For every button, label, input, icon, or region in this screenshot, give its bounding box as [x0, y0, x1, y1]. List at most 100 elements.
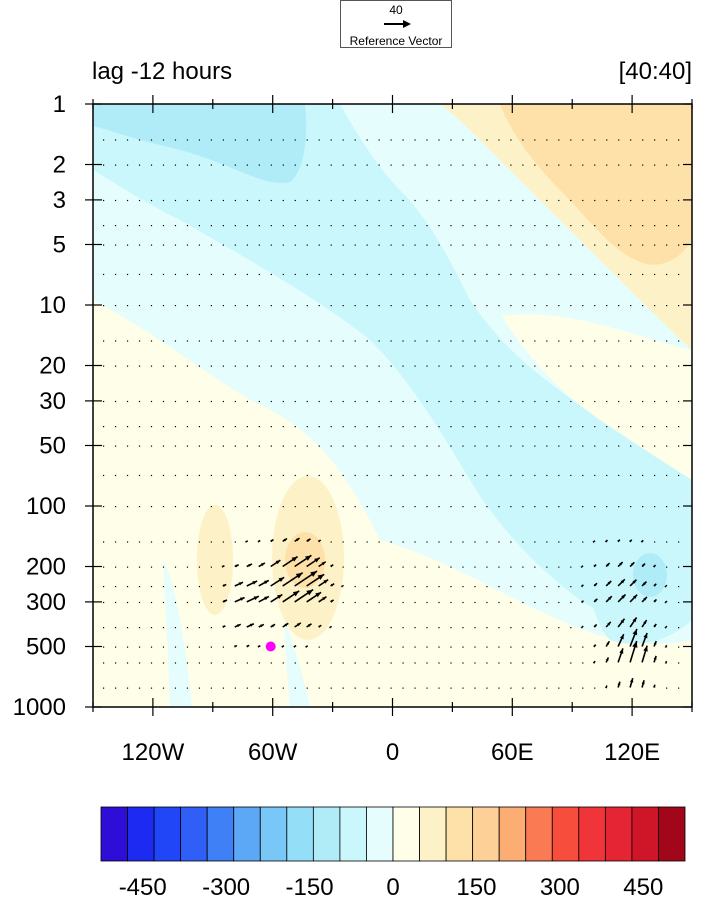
y-tick-label: 50	[39, 432, 66, 459]
vector-dot	[390, 541, 392, 543]
vector-dot	[510, 400, 512, 403]
vector-dot	[462, 541, 464, 543]
vector-dot	[582, 445, 584, 447]
vector-dot	[234, 662, 236, 664]
vector-head	[641, 680, 645, 685]
vector-dot	[546, 445, 548, 447]
vector-dot	[462, 164, 464, 166]
vector-dot	[510, 627, 512, 629]
vector-dot	[462, 506, 464, 508]
vector-dot	[510, 199, 512, 202]
vector-dot	[354, 305, 356, 307]
vector-dot	[402, 426, 404, 428]
vector-dot	[258, 662, 260, 664]
vector-dot	[378, 566, 380, 568]
vector-dot	[546, 400, 548, 403]
vector-dot	[618, 474, 620, 477]
vector-dot	[666, 426, 668, 428]
vector-dot	[366, 305, 368, 307]
vector-dot	[138, 164, 141, 166]
vector-dot	[354, 273, 356, 276]
vector-dot	[306, 273, 308, 276]
vector-dot	[174, 445, 177, 447]
vector-dot	[618, 305, 620, 307]
vector-dot	[306, 199, 308, 202]
vector-dot	[546, 199, 548, 202]
vector-dot	[594, 400, 596, 403]
vector-dot	[654, 541, 656, 543]
vector-dot	[666, 445, 668, 447]
vector-dot	[570, 445, 572, 447]
vector-head	[314, 557, 320, 563]
vector-dot	[126, 601, 129, 604]
vector-dot	[138, 445, 141, 447]
vector-dot	[210, 365, 213, 367]
vector-dot	[450, 365, 452, 367]
vector-dot	[426, 365, 428, 367]
vector-dot	[198, 662, 201, 664]
vector-dot	[150, 585, 153, 588]
vector-dot	[162, 541, 165, 543]
vector-dot	[114, 426, 117, 428]
vector-dot	[258, 506, 260, 508]
vector-dot	[570, 601, 572, 604]
vector-dot	[162, 139, 165, 141]
vector-dot	[126, 506, 129, 508]
vector-dot	[678, 474, 680, 477]
colorbar-box	[286, 806, 314, 862]
vector-dot	[510, 474, 512, 477]
vector-dot	[390, 474, 392, 477]
right-title: [40:40]	[618, 58, 692, 85]
vector-head	[321, 561, 326, 566]
vector-dot	[378, 400, 380, 403]
vector-dot	[222, 687, 224, 689]
vector-dot	[210, 646, 213, 648]
vector-dot	[294, 225, 296, 227]
vector-dot	[366, 244, 368, 246]
vector-dot	[462, 273, 464, 276]
vector-dot	[102, 474, 105, 477]
vector-dot	[330, 340, 332, 342]
vector-dot	[354, 474, 356, 477]
vector-dot	[366, 400, 368, 403]
vector-dot	[198, 445, 201, 447]
vector-dot	[438, 305, 440, 307]
vector-dot	[678, 627, 680, 629]
vector-dot	[486, 506, 488, 508]
vector-dot	[546, 164, 548, 166]
vector-dot	[126, 541, 129, 543]
colorbar-box	[339, 806, 367, 862]
vector-dot	[162, 426, 165, 428]
vector-dot	[198, 305, 201, 307]
vector-dot	[486, 662, 488, 664]
vector-dot	[414, 566, 416, 568]
vector-dot	[582, 426, 584, 428]
vector-dot	[330, 139, 332, 141]
vector-dot	[558, 566, 560, 568]
vector-dot	[426, 305, 428, 307]
vector-dot	[246, 426, 248, 428]
vector-dot	[210, 426, 213, 428]
vector-dot	[390, 601, 392, 604]
vector-head	[580, 584, 584, 588]
vector-dot	[294, 199, 296, 202]
vector-dot	[618, 199, 620, 202]
vector-dot	[114, 566, 117, 568]
vector-dot	[270, 273, 272, 276]
vector-dot	[186, 445, 189, 447]
vector-dot	[330, 506, 332, 508]
vector-dot	[534, 506, 536, 508]
vector-dot	[270, 244, 272, 246]
vector-head	[593, 583, 598, 587]
vector-dot	[186, 506, 189, 508]
vector-dot	[354, 445, 356, 447]
vector-dot	[402, 244, 404, 246]
vector-dot	[102, 445, 105, 447]
vector-head	[257, 645, 261, 648]
vector-dot	[270, 199, 272, 202]
vector-dot	[522, 340, 524, 342]
vector-dot	[522, 541, 524, 543]
vector-dot	[210, 687, 213, 689]
colorbar-box	[259, 806, 288, 862]
vector-dot	[330, 646, 332, 648]
